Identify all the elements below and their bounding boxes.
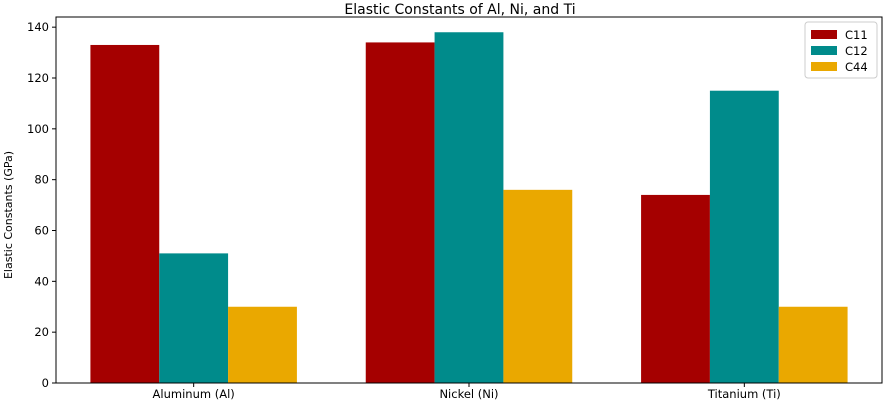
y-tick-label: 120	[27, 71, 49, 85]
legend-label-c44: C44	[845, 60, 868, 74]
bar-c44-1	[228, 306, 297, 383]
y-tick-label: 100	[27, 122, 49, 136]
y-tick-label: 0	[42, 376, 49, 390]
y-tick-label: 40	[34, 274, 49, 288]
y-tick-label: 20	[34, 325, 49, 339]
legend-swatch-c44	[811, 62, 837, 71]
x-tick-label: Titanium (Ti)	[707, 387, 781, 401]
bar-c11-1	[90, 44, 160, 384]
y-tick-label: 140	[27, 20, 49, 34]
bar-c11-2	[365, 42, 435, 384]
bar-c44-2	[503, 189, 573, 383]
legend-label-c12: C12	[845, 44, 868, 58]
legend: C11 C12 C44	[804, 21, 878, 79]
bar-c12-2	[434, 32, 504, 383]
axes-group: 0 20 40 60 80 100 120 140 Aluminum (Al) Nickel (N…	[27, 16, 883, 401]
legend-swatch-c12	[811, 46, 837, 55]
y-axis-label: Elastic Constants (GPa)	[2, 151, 15, 279]
y-tick-label: 60	[34, 224, 49, 238]
x-tick-label: Aluminum (Al)	[153, 387, 235, 401]
bar-c12-1	[159, 253, 229, 384]
legend-swatch-c11	[811, 30, 837, 39]
bars-group	[90, 32, 848, 384]
x-tick-label: Nickel (Ni)	[439, 387, 498, 401]
bar-c12-3	[709, 90, 779, 384]
bar-c11-3	[641, 194, 710, 383]
y-tick-label: 80	[34, 173, 49, 187]
chart-title: Elastic Constants of Al, Ni, and Ti	[344, 2, 575, 18]
bar-c44-3	[778, 306, 848, 383]
legend-label-c11: C11	[845, 28, 868, 42]
